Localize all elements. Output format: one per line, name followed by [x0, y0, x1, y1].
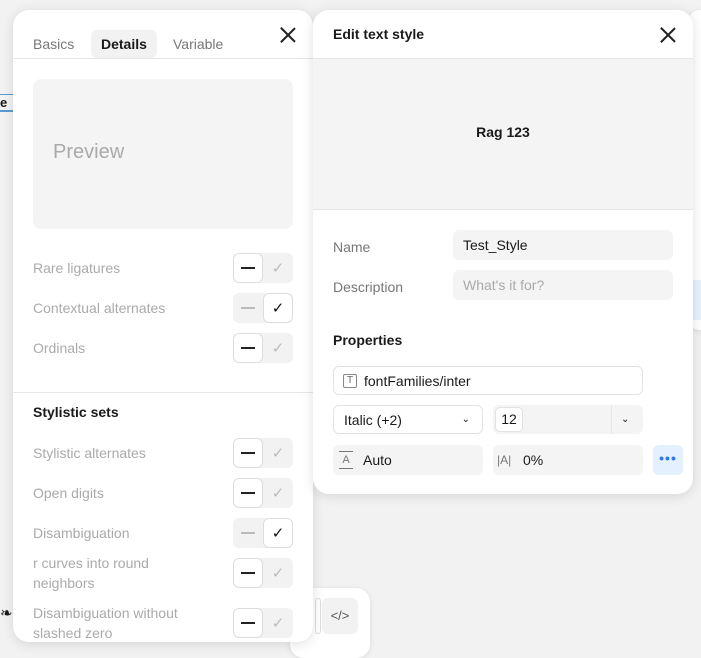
divider	[13, 58, 313, 59]
line-height-value: Auto	[363, 452, 392, 468]
close-icon[interactable]	[280, 27, 296, 43]
feature-label: Stylistic alternates	[33, 445, 146, 461]
description-label: Description	[333, 279, 404, 295]
letter-spacing-input[interactable]: |A| 0%	[493, 445, 643, 475]
chevron-down-icon: ⌄	[461, 414, 470, 425]
slashed-zero-toggle[interactable]: ✓	[233, 608, 293, 638]
font-weight-select[interactable]: Italic (+2) ⌄	[333, 405, 483, 434]
canvas-text-fragment: e r	[0, 94, 14, 112]
letter-spacing-icon: |A|	[497, 453, 512, 467]
line-height-input[interactable]: A Auto	[333, 445, 483, 475]
divider	[313, 58, 693, 59]
panel-title: Edit text style	[333, 26, 425, 42]
code-icon[interactable]: </>	[322, 598, 358, 634]
more-options-button[interactable]: •••	[653, 445, 683, 475]
description-input[interactable]: What's it for?	[453, 270, 673, 300]
close-icon[interactable]	[660, 27, 676, 43]
font-size-field[interactable]: 12 ⌄	[493, 405, 643, 434]
name-label: Name	[333, 239, 371, 255]
style-preview: Rag 123	[313, 59, 693, 209]
rare-ligatures-toggle[interactable]: ✓	[233, 253, 293, 283]
open-digits-toggle[interactable]: ✓	[233, 478, 293, 508]
leaf-icon[interactable]: ❧	[0, 605, 13, 622]
divider	[313, 209, 693, 210]
font-size-input[interactable]: 12	[495, 407, 523, 432]
ordinals-toggle[interactable]: ✓	[233, 333, 293, 363]
name-input[interactable]: Test_Style	[453, 230, 673, 260]
feature-label: Ordinals	[33, 340, 86, 356]
properties-title: Properties	[333, 332, 403, 348]
tab-variable[interactable]: Variable	[173, 36, 224, 52]
preview-box: Preview	[33, 79, 293, 229]
font-family-value: fontFamilies/inter	[364, 373, 471, 389]
preview-text: Preview	[53, 141, 125, 163]
disambiguation-toggle[interactable]: ✓	[233, 518, 293, 548]
details-panel: Basics Details Variable Preview Rare lig…	[13, 10, 313, 642]
chevron-down-icon[interactable]: ⌄	[621, 414, 630, 425]
feature-label: Disambiguation without slashed zero	[33, 605, 178, 641]
feature-label: Open digits	[33, 485, 104, 501]
divider	[13, 392, 313, 393]
line-height-icon: A	[339, 451, 353, 469]
r-curves-toggle[interactable]: ✓	[233, 558, 293, 588]
letter-spacing-value: 0%	[523, 452, 544, 468]
feature-label: Disambiguation	[33, 525, 130, 541]
feature-label: Contextual alternates	[33, 300, 166, 316]
stylistic-alternates-toggle[interactable]: ✓	[233, 438, 293, 468]
feature-label: r curves into round neighbors	[33, 555, 149, 591]
contextual-alternates-toggle[interactable]: ✓	[233, 293, 293, 323]
tab-details[interactable]: Details	[91, 30, 157, 58]
stylistic-sets-title: Stylistic sets	[33, 404, 119, 420]
font-weight-value: Italic (+2)	[344, 412, 402, 428]
edit-text-style-panel: Edit text style Rag 123 Name Test_Style …	[313, 10, 693, 494]
tab-basics[interactable]: Basics	[33, 36, 75, 52]
feature-label: Rare ligatures	[33, 260, 121, 276]
text-icon: T	[343, 374, 357, 388]
font-family-input[interactable]: T fontFamilies/inter	[333, 366, 643, 395]
